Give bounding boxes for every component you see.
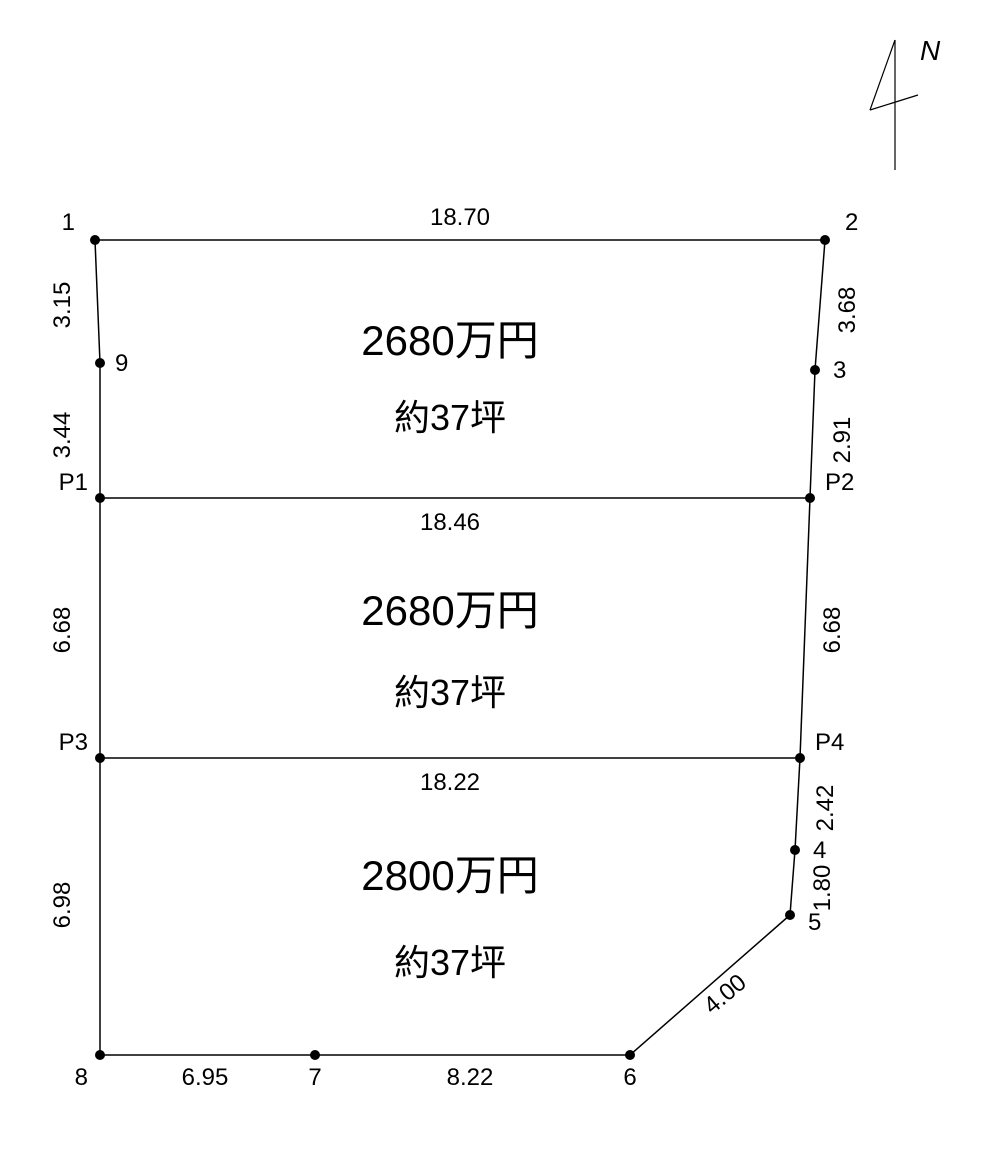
vertex-point — [785, 910, 795, 920]
vertex-label: 4 — [813, 837, 826, 864]
compass-north-label: N — [920, 35, 941, 66]
vertex-point — [805, 493, 815, 503]
edge-length-label: 3.44 — [49, 412, 76, 459]
lot-area: 約37坪 — [394, 397, 506, 438]
edge-length-label: 3.15 — [49, 282, 76, 329]
vertex-point — [95, 493, 105, 503]
vertex-point — [95, 753, 105, 763]
edge-length-label: 18.46 — [420, 509, 480, 536]
edge-length-label: 6.95 — [182, 1064, 229, 1091]
vertex-point — [90, 235, 100, 245]
boundary-edge — [800, 498, 810, 758]
lot-price: 2680万円 — [361, 587, 538, 634]
edge-length-label: 6.98 — [49, 882, 76, 929]
edge-length-label: 1.80 — [809, 865, 836, 912]
vertex-label: 7 — [308, 1064, 321, 1091]
boundary-edge — [810, 370, 815, 498]
vertex-point — [310, 1050, 320, 1060]
vertex-label: P2 — [825, 469, 854, 496]
lot-area: 約37坪 — [394, 942, 506, 983]
boundary-edge — [95, 240, 100, 363]
vertex-point — [95, 358, 105, 368]
vertex-label: P1 — [59, 469, 88, 496]
boundary-edge — [815, 240, 825, 370]
vertex-label: 6 — [623, 1064, 636, 1091]
compass-icon: N — [870, 35, 941, 170]
edge-length-label: 6.68 — [819, 607, 846, 654]
boundary-edge — [630, 915, 790, 1055]
lot-area: 約37坪 — [394, 672, 506, 713]
edge-length-label: 18.22 — [420, 769, 480, 796]
vertex-label: 5 — [808, 909, 821, 936]
vertex-label: P3 — [59, 729, 88, 756]
boundary-edge — [790, 850, 795, 915]
edge-length-label: 8.22 — [447, 1064, 494, 1091]
vertex-label: 9 — [115, 350, 128, 377]
lot-price: 2800万円 — [361, 852, 538, 899]
vertex-point — [820, 235, 830, 245]
vertex-point — [790, 845, 800, 855]
edge-length-label: 6.68 — [49, 607, 76, 654]
vertex-label: 8 — [75, 1064, 88, 1091]
vertex-label: 1 — [62, 209, 75, 236]
edge-length-label: 2.91 — [829, 417, 856, 464]
vertex-label: 2 — [845, 209, 858, 236]
vertex-label: 3 — [833, 357, 846, 384]
vertex-point — [810, 365, 820, 375]
vertex-label: P4 — [815, 729, 844, 756]
edge-length-label: 2.42 — [812, 785, 839, 832]
edge-length-label: 4.00 — [699, 969, 752, 1020]
vertex-point — [95, 1050, 105, 1060]
edge-length-label: 3.68 — [834, 287, 861, 334]
lot-price: 2680万円 — [361, 317, 538, 364]
edge-length-label: 18.70 — [430, 204, 490, 231]
land-plot-diagram: 18.70 3.68 2.91 6.68 2.42 1.80 4.00 8.22 6.95 6.9… — [0, 0, 1000, 1162]
boundary-edge — [795, 758, 800, 850]
vertex-point — [795, 753, 805, 763]
vertex-point — [625, 1050, 635, 1060]
